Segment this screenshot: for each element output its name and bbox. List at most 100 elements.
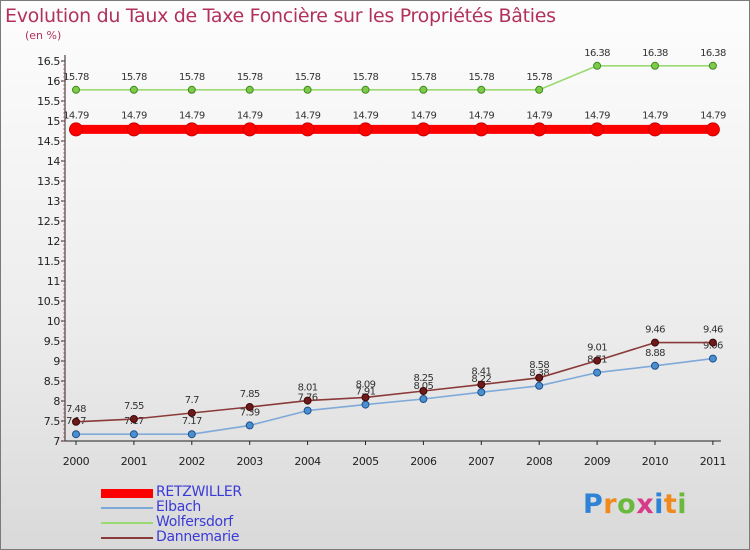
- series-retzwiller: 14.79 14.79 14.79 14.79 14.79 14.79 14.79 14.79…: [63, 110, 727, 137]
- logo-letter: i: [677, 489, 688, 520]
- y-tick-label: 16: [47, 75, 61, 88]
- x-tick-label: 2006: [410, 455, 437, 468]
- series-dannemarie: 7.48 7.55 7.7 7.85 8.01 8.09 8.25 8.41 8.58 9.01 9…: [66, 325, 724, 426]
- data-point-dannemarie: [535, 373, 544, 382]
- y-tick-label: 10: [47, 315, 61, 328]
- x-tick-label: 2001: [121, 455, 147, 468]
- y-tick-label: 9.5: [44, 335, 61, 348]
- y-tick-label: 15.5: [37, 95, 60, 108]
- y-tick-label: 8.5: [44, 375, 61, 388]
- x-tick-label: 2000: [63, 455, 90, 468]
- data-label-elbach: 7.17: [182, 416, 202, 427]
- data-point-dannemarie: [361, 393, 370, 402]
- data-label-wolfersdorf: 15.78: [468, 72, 494, 83]
- chart-plot-area: 7.177.177.177.397.767.918.058.228.388.71…: [63, 48, 727, 439]
- data-label-elbach: 7.91: [356, 387, 376, 398]
- data-label-wolfersdorf: 15.78: [526, 72, 552, 83]
- x-tick-label: 2010: [642, 455, 669, 468]
- data-label-wolfersdorf: 15.78: [295, 72, 321, 83]
- data-label-elbach: 8.05: [413, 381, 433, 392]
- data-label-dannemarie: 9.46: [645, 325, 665, 336]
- data-point-wolfersdorf: [651, 61, 659, 70]
- data-point-retzwiller: [416, 122, 431, 137]
- data-point-retzwiller: [300, 122, 315, 137]
- data-point-elbach: [535, 381, 544, 390]
- logo-letter: x: [636, 489, 655, 520]
- x-tick-label: 2004: [294, 455, 321, 468]
- data-point-elbach: [708, 354, 717, 363]
- x-tick-label: 2008: [526, 455, 553, 468]
- data-label-wolfersdorf: 16.38: [584, 48, 610, 59]
- y-tick-label: 10.5: [37, 295, 60, 308]
- data-point-wolfersdorf: [593, 61, 602, 70]
- logo-letter: r: [603, 489, 618, 520]
- y-tick-label: 7.5: [44, 415, 61, 428]
- data-point-dannemarie: [651, 338, 659, 347]
- data-label-elbach: 7.39: [240, 407, 260, 418]
- x-tick-label: 2002: [179, 455, 205, 468]
- series-line-wolfersdorf: [76, 65, 713, 91]
- legend-label-retzwiller: RETZWILLER: [156, 484, 242, 500]
- data-label-retzwiller: 14.79: [179, 110, 205, 121]
- data-label-wolfersdorf: 16.38: [700, 48, 726, 59]
- y-tick-label: 13.5: [37, 175, 60, 188]
- y-tick-label: 12.5: [37, 215, 60, 228]
- data-label-elbach: 8.88: [645, 348, 665, 359]
- logo-letter: o: [617, 489, 637, 520]
- data-point-dannemarie: [245, 403, 254, 411]
- series-line-dannemarie: [75, 341, 713, 423]
- y-axis-unit: (en %): [25, 29, 62, 42]
- x-tick-label: 2007: [468, 455, 495, 468]
- data-point-elbach: [419, 395, 428, 403]
- data-label-wolfersdorf: 15.78: [411, 72, 437, 83]
- series-wolfersdorf: 15.78 15.78 15.78 15.78 15.78 15.78 15.78 15.78…: [63, 48, 727, 94]
- data-point-elbach: [129, 430, 138, 439]
- data-label-dannemarie: 7.85: [240, 389, 260, 400]
- data-label-retzwiller: 14.79: [63, 110, 89, 121]
- data-point-retzwiller: [358, 122, 373, 137]
- data-point-retzwiller: [474, 122, 489, 137]
- y-tick-label: 12: [47, 235, 60, 248]
- data-label-dannemarie: 9.46: [703, 325, 723, 336]
- data-label-dannemarie: 7.48: [66, 404, 86, 415]
- x-tick-label: 2011: [700, 455, 726, 468]
- data-label-wolfersdorf: 15.78: [63, 72, 89, 83]
- data-point-wolfersdorf: [303, 85, 312, 94]
- y-tick-label: 7: [53, 435, 60, 448]
- data-point-wolfersdorf: [361, 85, 370, 94]
- data-point-elbach: [187, 430, 196, 439]
- data-point-dannemarie: [187, 409, 196, 417]
- data-label-dannemarie: 8.01: [298, 383, 318, 394]
- data-point-dannemarie: [72, 417, 80, 426]
- data-label-retzwiller: 14.79: [121, 110, 147, 121]
- data-point-dannemarie: [708, 338, 717, 347]
- data-label-dannemarie: 8.41: [471, 367, 491, 378]
- legend-label-dannemarie: Dannemarie: [156, 529, 240, 545]
- data-label-wolfersdorf: 15.78: [179, 72, 205, 83]
- data-point-elbach: [245, 421, 254, 430]
- data-point-elbach: [593, 368, 602, 377]
- data-point-dannemarie: [419, 387, 428, 395]
- data-point-retzwiller: [69, 122, 83, 137]
- x-tick-label: 2009: [584, 455, 611, 468]
- data-point-retzwiller: [648, 122, 662, 137]
- logo-letter: i: [654, 489, 664, 520]
- data-label-retzwiller: 14.79: [642, 110, 668, 121]
- x-tick-label: 2003: [236, 455, 263, 468]
- data-label-wolfersdorf: 15.78: [121, 72, 147, 83]
- data-point-wolfersdorf: [187, 85, 196, 94]
- data-label-retzwiller: 14.79: [526, 110, 552, 121]
- data-point-wolfersdorf: [419, 85, 428, 94]
- data-point-wolfersdorf: [535, 85, 544, 94]
- y-tick-label: 16.5: [37, 55, 60, 68]
- data-label-retzwiller: 14.79: [584, 110, 610, 121]
- data-point-wolfersdorf: [72, 85, 80, 94]
- data-label-retzwiller: 14.79: [700, 110, 726, 121]
- y-tick-label: 14: [47, 155, 61, 168]
- data-point-dannemarie: [303, 396, 312, 405]
- legend-swatch-dannemarie: [101, 537, 153, 539]
- logo-letter: t: [663, 489, 678, 520]
- y-tick-label: 9: [53, 355, 60, 368]
- data-point-wolfersdorf: [477, 85, 486, 94]
